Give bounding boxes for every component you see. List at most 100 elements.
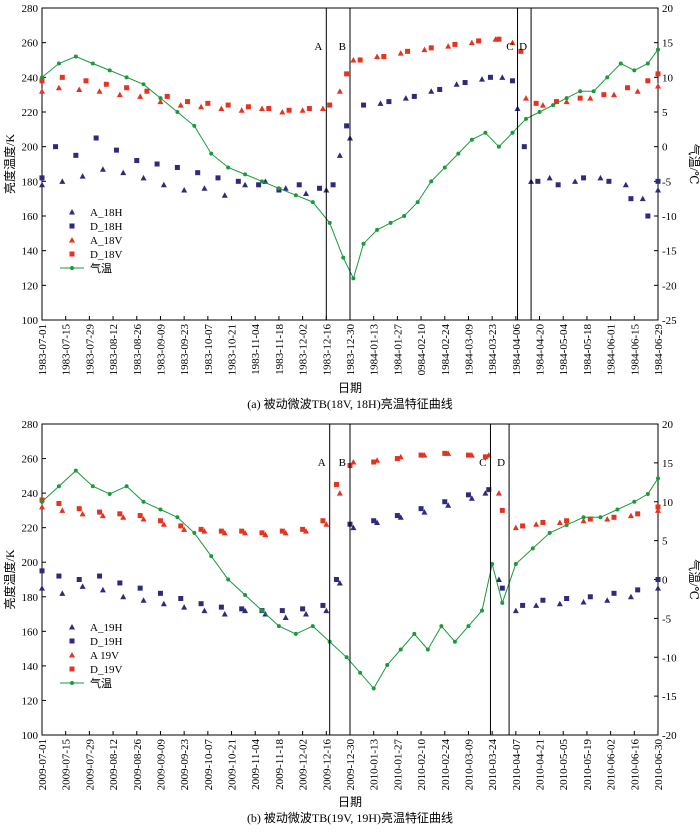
data-point [39,181,45,188]
event-label: C [506,41,513,53]
y2-tick-label: 15 [662,458,674,470]
data-point [158,507,163,512]
data-point [320,602,326,608]
data-point [500,600,505,605]
data-point [83,78,89,84]
x-axis-title: 日期 [338,795,362,809]
data-point [606,178,612,184]
series-D_18V [39,36,661,113]
data-point [655,178,661,184]
data-point [260,179,264,184]
data-point [306,106,312,112]
data-point [192,123,197,128]
data-point [398,647,403,652]
x-tick-label: 1983-09-09 [155,324,167,376]
data-point [388,220,393,225]
legend-marker [69,624,75,630]
data-point [120,169,127,176]
data-point [533,521,540,527]
data-point [175,110,180,114]
data-point [39,568,45,574]
x-tick-label: 1983-11-04 [250,324,262,375]
data-point [116,91,123,98]
data-point [655,577,661,582]
data-point [520,602,526,608]
data-point [468,495,475,501]
data-point [615,507,620,512]
data-point [405,48,411,54]
data-point [564,596,570,602]
data-point [564,523,569,528]
y2-tick-label: -10 [662,652,677,664]
data-point [496,36,502,42]
event-label: D [519,41,527,53]
data-point [226,577,231,582]
data-point [482,454,488,460]
legend-marker [69,209,75,215]
y2-tick-label: 5 [662,536,668,548]
data-point [175,515,180,520]
legend-label: D_19H [90,636,122,648]
data-point [421,46,428,53]
data-point [97,573,103,579]
x-tick-label: 1983-07-01 [37,324,49,375]
data-point [442,450,448,456]
data-point [140,516,147,522]
data-point [39,585,45,591]
x-tick-label: 2009-12-02 [298,739,310,790]
y-tick-label: 120 [22,695,39,707]
data-point [59,178,66,184]
event-label: B [339,41,346,53]
data-point [655,71,661,77]
data-point [540,597,546,603]
data-point [442,499,448,505]
data-point [140,597,147,603]
data-point [113,147,119,153]
data-point [375,227,380,232]
x-tick-label: 2010-06-02 [606,739,618,790]
legend-label: 气温 [90,261,112,275]
y2-tick-label: 20 [662,419,674,431]
data-point [421,509,428,515]
data-point [350,57,357,63]
y-tick-label: 100 [22,315,39,327]
y-tick-label: 160 [22,626,39,638]
data-point [198,601,204,607]
data-point [141,82,146,87]
series-A_19H [39,490,661,621]
data-point [344,655,349,660]
event-label: B [339,457,346,469]
data-point [509,39,516,46]
data-point [221,611,228,617]
data-point [239,606,245,612]
data-point [181,187,188,193]
y2-axis-title: 气温/℃ [687,144,700,185]
data-point [282,185,289,191]
x-tick-label: 1983-08-12 [108,324,120,375]
data-point [490,561,495,566]
data-point [628,196,634,202]
data-point [645,213,651,219]
data-point [512,524,519,531]
data-point [336,152,343,158]
data-point [453,81,460,87]
data-point [76,506,82,512]
y2-tick-label: 0 [662,575,668,587]
data-point [425,647,430,652]
data-point [117,511,123,517]
data-point [622,181,629,188]
x-tick-label: 0984-02-10 [416,324,428,376]
y2-tick-label: -15 [662,246,677,258]
data-point [634,88,641,94]
data-point [479,76,485,82]
y2-tick-label: -10 [662,211,677,223]
y-tick-label: 140 [22,661,39,673]
data-point [418,452,424,458]
data-point [520,523,526,529]
data-point [124,75,129,80]
data-point [521,144,527,150]
data-point [556,519,563,525]
event-label: A [318,457,326,469]
x-tick-label: 2010-01-13 [369,739,381,791]
data-point [310,624,315,629]
